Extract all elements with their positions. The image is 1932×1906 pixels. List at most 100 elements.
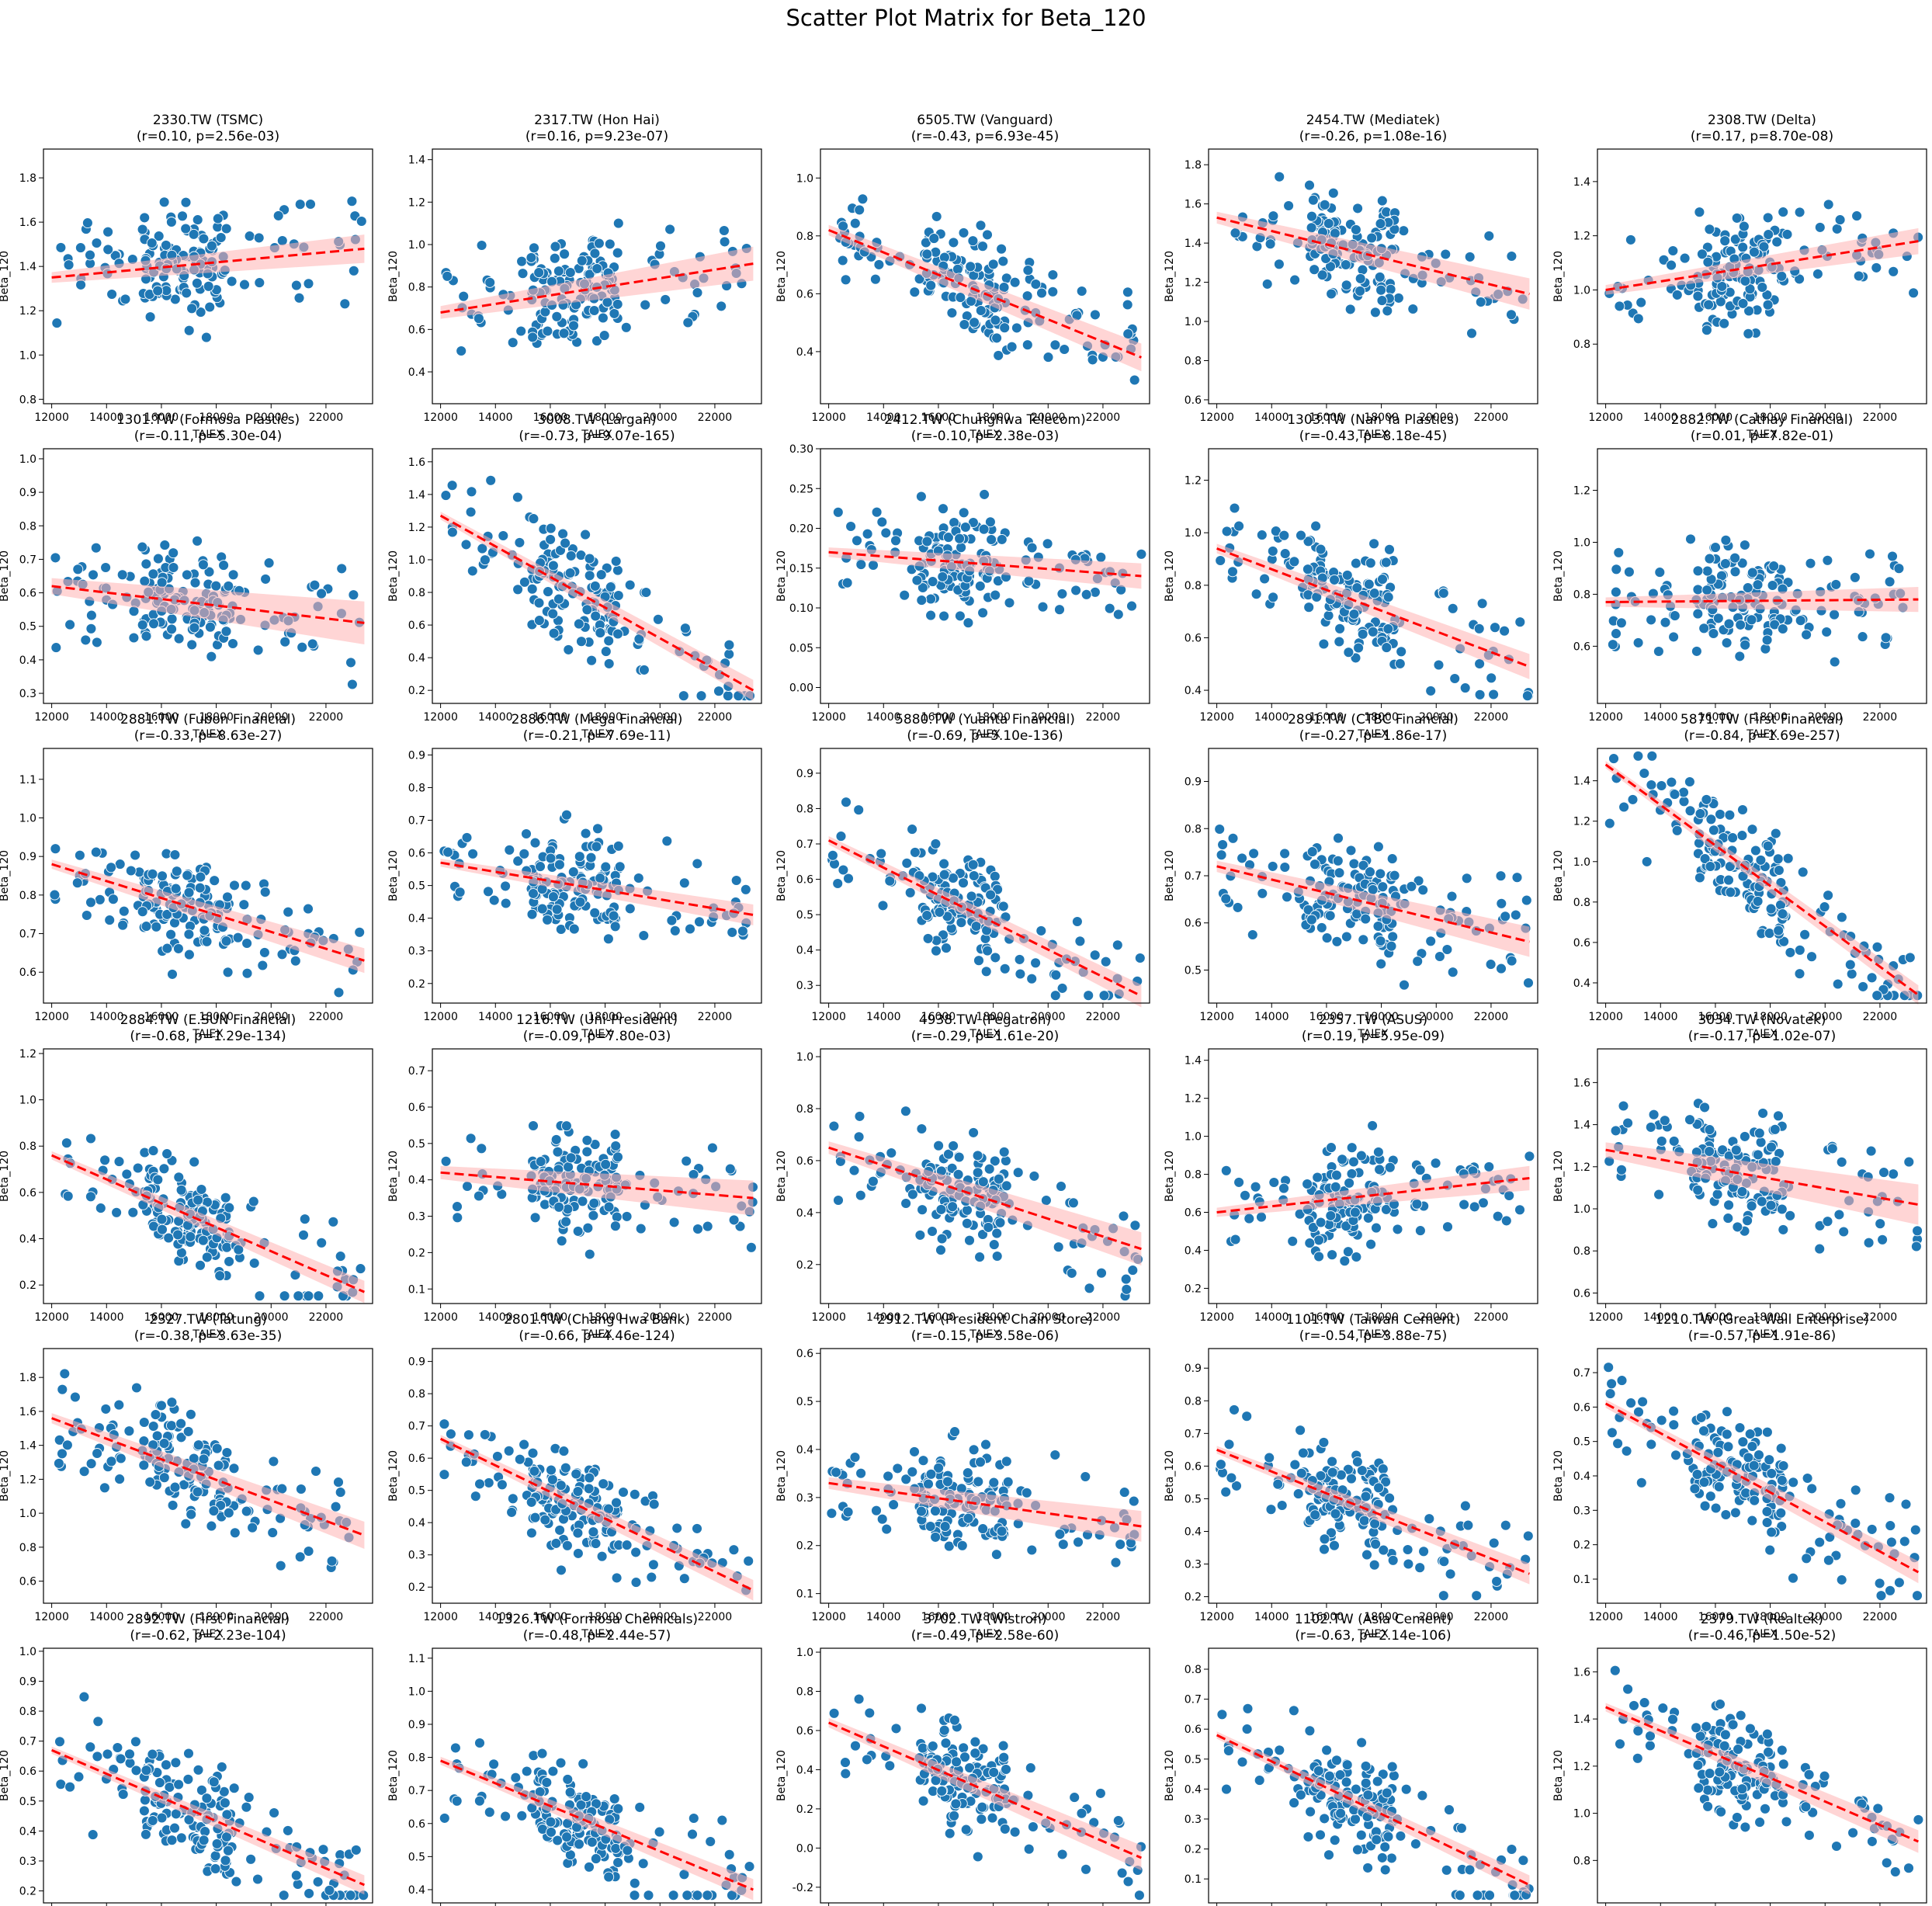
subplot-stats: (r=-0.29, p=1.61e-20) [911,1029,1059,1044]
scatter-point [946,307,958,318]
scatter-point [1678,786,1689,798]
scatter-point [330,1501,342,1512]
scatter-point [1713,1481,1725,1492]
scatter-point [548,627,560,639]
scatter-point [1434,951,1445,962]
scatter-point [1632,750,1644,762]
scatter-point [529,242,539,254]
scatter-point [841,577,853,588]
x-tick-label: 22000 [698,411,733,424]
y-tick-label: 0.6 [1573,641,1590,653]
scatter-point [1715,296,1726,307]
scatter-point [1610,1125,1622,1137]
scatter-point [1485,959,1497,970]
scatter-point [1350,224,1361,235]
scatter-point [1358,1515,1370,1526]
x-axis-label: TAIEX [969,728,1001,741]
x-tick-label: 14000 [89,1311,124,1324]
scatter-point [624,579,636,591]
scatter-point [972,1150,983,1161]
scatter-point [1295,1425,1306,1436]
regression-line [51,863,365,962]
scatter-point [1307,194,1319,206]
scatter-point [189,1156,200,1168]
scatter-point [1660,616,1671,628]
scatter-point [1095,551,1107,563]
scatter-point [1315,543,1327,555]
x-tick-label: 18000 [976,711,1011,724]
scatter-point [1857,981,1869,992]
scatter-point [854,204,865,216]
scatter-point [996,533,1008,545]
scatter-point [1433,659,1445,671]
scatter-point [904,887,916,898]
scatter-point [309,579,321,591]
scatter-point [827,849,838,861]
scatter-point [542,914,553,925]
scatter-point [121,1168,133,1180]
scatter-point [466,486,477,498]
scatter-point [591,841,602,852]
x-tick-label: 18000 [588,711,623,724]
regression-line [1216,216,1530,296]
scatter-point [954,610,966,622]
y-tick-label: 0.9 [1185,776,1202,789]
scatter-point [204,301,216,313]
scatter-point [1278,529,1290,541]
scatter-point [1823,890,1834,901]
scatter-point [139,575,151,587]
scatter-point [980,966,992,977]
scatter-point [85,623,97,634]
scatter-point [197,1234,209,1246]
scatter-point [1654,567,1666,578]
scatter-point [900,1106,911,1117]
scatter-point [1250,1181,1261,1193]
x-tick-label: 20000 [1419,411,1454,424]
scatter-point [1083,990,1094,1002]
scatter-point [614,861,626,873]
scatter-point [1833,1209,1845,1220]
scatter-point [446,526,458,538]
scatter-point [1838,1226,1850,1238]
y-tick-label: 0.4 [19,1234,36,1246]
y-tick-label: 0.4 [1573,977,1590,990]
subplot-stats: (r=0.16, p=9.23e-07) [525,129,668,144]
scatter-point [1875,1590,1887,1602]
scatter-point [1067,1197,1079,1209]
scatter-point [161,1148,173,1160]
scatter-point [589,248,601,259]
scatter-point [977,241,988,252]
y-tick-label: 1.4 [1573,176,1590,189]
scatter-point [888,1499,900,1511]
scatter-point [1459,682,1471,694]
scatter-point [1878,1167,1889,1179]
y-tick-label: 0.6 [19,1576,36,1588]
scatter-point [1699,1102,1711,1113]
y-tick-label: 0.8 [408,587,425,599]
scatter-point [550,1537,562,1549]
scatter-point [1829,609,1840,620]
scatter-point [1000,1155,1011,1167]
y-tick-label: 1.8 [19,172,36,185]
subplot-stats: (r=0.17, p=8.70e-08) [1691,129,1833,144]
scatter-point [1414,1225,1426,1237]
scatter-point [1752,1149,1764,1161]
scatter-point [514,536,525,548]
scatter-point [1394,658,1406,669]
scatter-point [1375,868,1386,880]
scatter-point [581,1146,593,1158]
scatter-point [214,1270,226,1282]
scatter-point [1375,936,1386,946]
scatter-point [1691,645,1702,657]
scatter-point [982,945,994,956]
scatter-point [1026,1544,1038,1556]
scatter-point [1778,207,1789,218]
x-tick-label: 14000 [1643,711,1678,724]
scatter-point [194,882,206,894]
scatter-point [203,566,215,578]
scatter-point [200,332,212,343]
scatter-point [254,1290,265,1302]
scatter-point [635,1223,647,1234]
scatter-point [564,568,576,578]
scatter-point [1346,1473,1357,1484]
